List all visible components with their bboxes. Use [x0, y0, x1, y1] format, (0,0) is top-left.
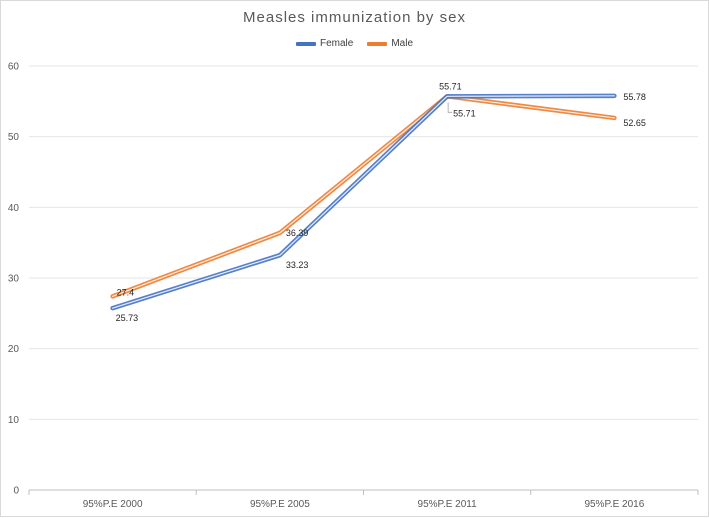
- x-tick-label-3: 95%P.E 2016: [584, 499, 644, 510]
- legend-swatch-male: [367, 41, 388, 46]
- x-tick-label-0: 95%P.E 2000: [83, 499, 143, 510]
- data-label-female-0: 25.73: [116, 313, 139, 323]
- series-line-female-inner: [112, 95, 615, 309]
- legend: Female Male: [1, 38, 708, 49]
- series-line-male-inner: [112, 95, 615, 297]
- data-label-female-2: 55.71: [453, 108, 476, 118]
- legend-item-male[interactable]: Male: [367, 38, 413, 49]
- y-tick-label-50: 50: [8, 132, 20, 143]
- x-tick-label-1: 95%P.E 2005: [250, 499, 310, 510]
- series-line-male-outer: [110, 94, 617, 299]
- legend-label-female: Female: [319, 38, 354, 49]
- y-tick-label-10: 10: [8, 415, 20, 426]
- y-tick-label-0: 0: [13, 486, 19, 497]
- legend-swatch-female: [295, 41, 316, 46]
- data-label-male-3: 52.65: [623, 118, 646, 128]
- y-tick-label-20: 20: [8, 344, 20, 355]
- x-tick-label-2: 95%P.E 2011: [418, 499, 478, 510]
- legend-item-female[interactable]: Female: [295, 38, 354, 49]
- chart-title: Measles immunization by sex: [243, 9, 466, 26]
- leader-line-female-2: [447, 102, 453, 113]
- data-label-female-3: 55.78: [623, 92, 646, 102]
- data-label-male-2: 55.71: [439, 81, 462, 91]
- data-label-male-1: 36.39: [286, 228, 309, 238]
- y-tick-label-40: 40: [8, 203, 20, 214]
- data-label-male-0: 27.4: [117, 287, 135, 297]
- y-tick-label-30: 30: [8, 274, 20, 285]
- series-line-female-outer: [110, 93, 617, 311]
- legend-label-male: Male: [391, 38, 414, 49]
- data-label-female-1: 33.23: [286, 260, 309, 270]
- y-tick-label-60: 60: [8, 62, 20, 73]
